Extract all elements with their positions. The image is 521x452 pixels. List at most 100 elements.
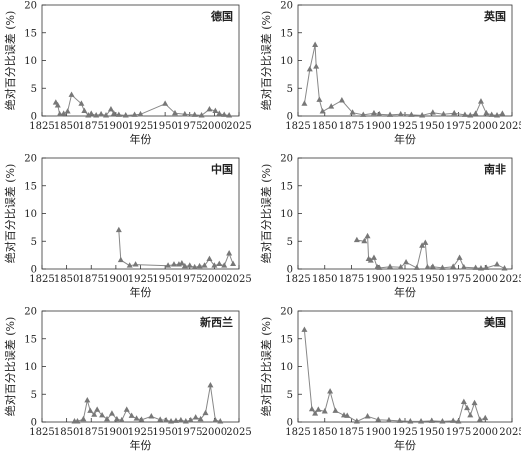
y-tick-label: 0 [31, 112, 37, 123]
x-tick-label: 1975 [177, 274, 202, 285]
x-tick-label: 1900 [103, 121, 128, 132]
panel-title: 美国 [484, 315, 506, 329]
series-line [303, 329, 486, 422]
data-point-marker [54, 102, 61, 108]
data-point-marker [206, 105, 213, 112]
data-point-marker [439, 264, 446, 270]
data-point-marker [131, 111, 138, 117]
data-point-marker [186, 262, 193, 268]
data-point-marker [494, 112, 501, 118]
x-tick-label: 1950 [419, 427, 444, 438]
data-point-marker [396, 417, 403, 423]
data-point-marker [157, 416, 164, 422]
y-tick-label: 0 [287, 418, 293, 429]
data-point-marker [429, 263, 436, 269]
data-point-marker [440, 110, 447, 117]
plot-frame [297, 4, 513, 117]
y-axis-title: 绝对百分比误差 (%) [259, 164, 273, 264]
y-tick-label: 15 [280, 334, 293, 345]
data-point-marker [483, 109, 490, 116]
x-axis-title: 年份 [394, 132, 416, 146]
x-tick-label: 2025 [499, 427, 521, 438]
data-point-marker [137, 110, 144, 117]
x-axis-title: 年份 [130, 132, 152, 146]
data-point-marker [321, 408, 328, 414]
data-point-marker [60, 110, 67, 116]
data-point-marker [332, 407, 339, 413]
data-point-marker [98, 110, 105, 117]
x-tick-label: 1850 [54, 121, 79, 132]
x-tick-label: 1825 [285, 274, 310, 285]
data-point-marker [126, 262, 133, 268]
data-point-marker [315, 406, 322, 412]
data-point-marker [198, 112, 205, 118]
data-point-marker [467, 411, 474, 418]
data-point-marker [461, 111, 468, 117]
x-axis-title: 年份 [130, 438, 152, 452]
x-tick-label: 1950 [419, 274, 444, 285]
data-point-marker [197, 415, 204, 422]
x-tick-label: 1950 [152, 427, 177, 438]
x-tick-label: 1900 [366, 274, 391, 285]
y-tick-label: 5 [287, 237, 293, 248]
plot-frame [41, 157, 240, 270]
data-point-marker [364, 232, 371, 239]
data-point-marker [408, 111, 415, 117]
x-tick-label: 1975 [446, 274, 471, 285]
data-point-marker [226, 112, 233, 118]
data-point-marker [78, 100, 85, 106]
data-point-marker [192, 414, 199, 420]
data-point-marker [123, 406, 130, 412]
x-tick-label: 1850 [312, 274, 337, 285]
panel-title: 南非 [484, 162, 506, 176]
data-point-marker [196, 262, 203, 269]
x-tick-label: 2025 [226, 121, 251, 132]
data-point-marker [319, 108, 326, 114]
y-tick-label: 0 [31, 265, 37, 276]
data-point-marker [216, 260, 223, 267]
panel-title: 英国 [483, 9, 506, 23]
data-point-marker [301, 326, 308, 332]
data-point-marker [117, 256, 124, 263]
y-tick-label: 10 [280, 56, 293, 67]
y-tick-label: 20 [24, 1, 37, 12]
y-tick-label: 15 [280, 28, 293, 39]
x-tick-label: 1875 [79, 274, 104, 285]
data-point-marker [308, 405, 315, 412]
data-point-marker [115, 111, 122, 117]
data-point-marker [312, 41, 319, 47]
x-tick-label: 2000 [202, 274, 227, 285]
data-point-marker [74, 418, 81, 424]
x-tick-label: 1950 [419, 121, 444, 132]
data-point-marker [385, 416, 392, 423]
data-point-marker [221, 262, 228, 268]
chart-panel-5: 1825 1850 1875 1900 1925 1950 1975 2000 2025 0 5 10… [3, 307, 252, 452]
data-point-marker [455, 418, 462, 424]
data-point-marker [217, 418, 224, 424]
data-point-marker [181, 262, 188, 269]
data-point-marker [476, 416, 483, 422]
x-axis-title: 年份 [394, 438, 416, 452]
data-point-marker [483, 264, 490, 270]
data-point-marker [170, 261, 177, 267]
data-point-marker [81, 107, 88, 114]
y-tick-label: 0 [287, 265, 293, 276]
data-point-marker [488, 111, 495, 117]
panel-title: 新西兰 [200, 315, 233, 329]
data-point-marker [407, 418, 414, 424]
x-tick-label: 1850 [54, 427, 79, 438]
y-tick-label: 0 [31, 418, 37, 429]
x-tick-label: 1975 [446, 427, 471, 438]
data-point-marker [177, 416, 184, 423]
data-point-marker [85, 112, 92, 118]
x-tick-label: 1925 [128, 427, 153, 438]
data-point-marker [162, 100, 169, 106]
data-point-marker [118, 416, 125, 423]
data-point-marker [450, 263, 457, 269]
data-point-marker [201, 262, 208, 268]
data-point-marker [419, 242, 426, 248]
data-point-marker [349, 109, 356, 115]
data-point-marker [178, 260, 185, 266]
